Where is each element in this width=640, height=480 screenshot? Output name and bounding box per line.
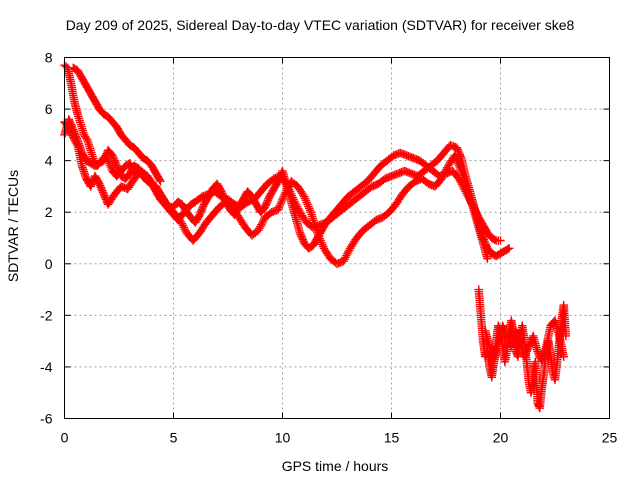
data-point [156, 177, 165, 186]
x-tick-label: 15 [384, 430, 400, 446]
data-point [561, 331, 571, 341]
data-points [60, 61, 571, 413]
data-point-marker [503, 244, 512, 254]
data-point [496, 236, 505, 245]
chart-title: Day 209 of 2025, Sidereal Day-to-day VTE… [66, 17, 575, 33]
y-tick-label: 2 [45, 204, 53, 220]
data-point-marker [155, 175, 164, 184]
y-tick-label: 6 [45, 101, 53, 117]
series-3 [60, 117, 492, 268]
series-4 [69, 63, 165, 186]
data-point [505, 244, 514, 253]
data-point [483, 254, 492, 263]
grid [64, 57, 610, 419]
data-point-marker [216, 185, 225, 195]
x-tick-label: 0 [61, 430, 69, 446]
y-tick-label: -4 [40, 359, 53, 375]
data-point-marker [490, 235, 499, 244]
plot-frame [64, 57, 610, 419]
data-point-marker [94, 178, 103, 187]
x-tick-label: 25 [602, 430, 618, 446]
y-tick-label: 0 [45, 256, 53, 272]
series-6 [481, 316, 568, 366]
y-tick-label: -6 [40, 411, 53, 427]
x-tick-label: 10 [275, 430, 291, 446]
y-axis-label: SDTVAR / TECUs [5, 170, 21, 282]
data-point-marker [273, 178, 282, 188]
x-axis-label: GPS time / hours [282, 458, 389, 474]
y-tick-label: 8 [45, 50, 53, 66]
data-point-marker [72, 139, 81, 148]
x-tick-label: 5 [170, 430, 178, 446]
series-5 [474, 285, 571, 413]
data-point-marker [194, 212, 203, 221]
y-tick-label: 4 [45, 153, 53, 169]
y-tick-label: -2 [40, 307, 53, 323]
data-point [559, 352, 568, 361]
x-tick-label: 20 [493, 430, 509, 446]
